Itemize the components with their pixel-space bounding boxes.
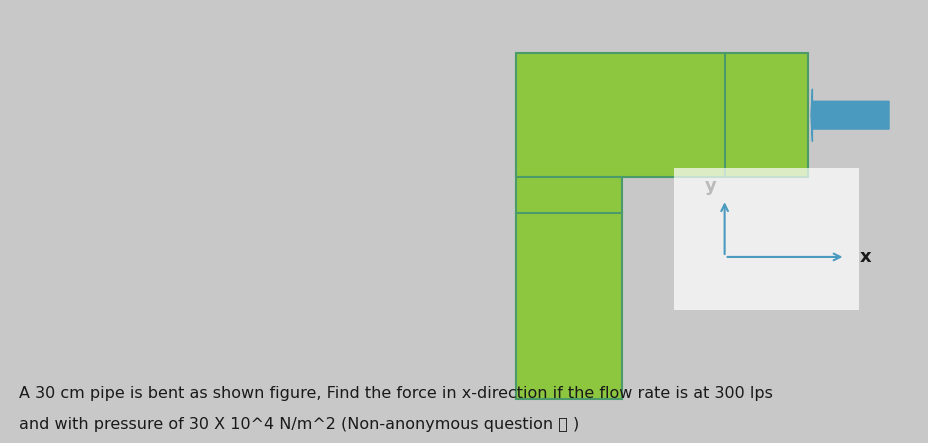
Bar xyxy=(515,177,622,399)
Bar xyxy=(673,168,858,310)
Bar xyxy=(515,53,807,177)
Text: y: y xyxy=(704,177,715,195)
Text: and with pressure of 30 X 10^4 N/m^2 (Non-anonymous question ⓘ ): and with pressure of 30 X 10^4 N/m^2 (No… xyxy=(19,417,578,432)
Text: A 30 cm pipe is bent as shown figure, Find the force in x-direction if the flow : A 30 cm pipe is bent as shown figure, Fi… xyxy=(19,386,771,401)
Text: x: x xyxy=(858,248,870,266)
